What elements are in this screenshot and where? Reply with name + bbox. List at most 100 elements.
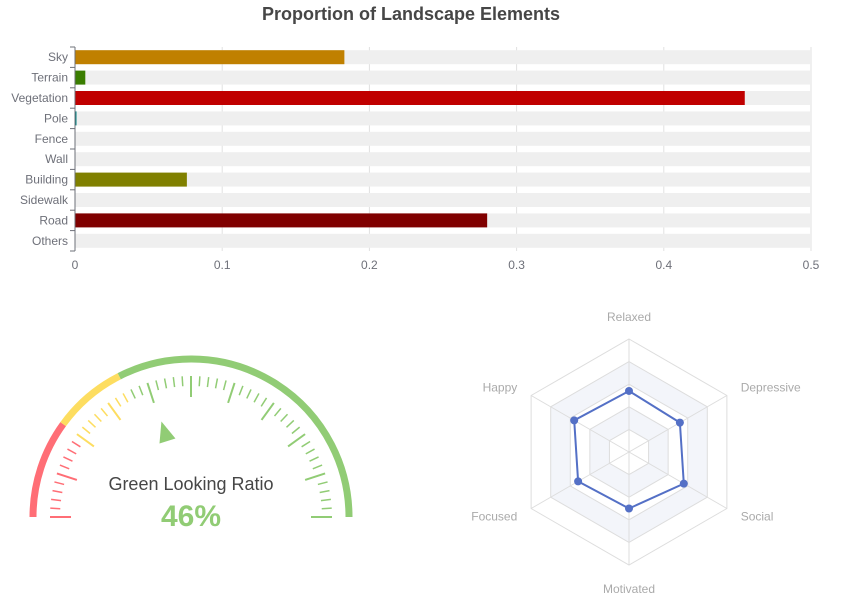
x-tick-label: 0.3	[508, 258, 525, 272]
gauge-tick	[260, 402, 275, 421]
gauge-tick	[317, 481, 328, 486]
radar-indicator-label: Motivated	[603, 582, 655, 596]
bar-background	[75, 111, 811, 126]
x-tick-label: 0.1	[214, 258, 231, 272]
gauge-pointer	[159, 421, 176, 444]
gauge-tick	[59, 464, 70, 470]
radar-point	[570, 416, 579, 425]
gauge-tick	[246, 389, 252, 399]
radar-axis	[628, 451, 728, 509]
x-tick-label: 0	[72, 258, 79, 272]
gauge-tick	[214, 378, 219, 389]
bar-sky	[75, 50, 345, 65]
bar-pole	[75, 111, 77, 126]
gauge-tick	[304, 472, 326, 481]
gauge-tick	[52, 489, 63, 494]
gauge-tick	[163, 378, 168, 389]
gauge-tick	[222, 380, 227, 391]
y-tick-label: Others	[32, 234, 68, 248]
gauge-tick	[319, 489, 330, 494]
gauge-arc-segment	[117, 355, 353, 518]
page-title: Proportion of Landscape Elements	[261, 4, 561, 24]
gauge-tick	[67, 448, 77, 455]
radar-point	[625, 386, 633, 395]
radar-point	[625, 504, 633, 513]
radar-ring	[589, 406, 669, 498]
y-tick-label: Sky	[48, 50, 68, 64]
gauge-tick	[122, 393, 129, 403]
gauge-tick	[305, 448, 315, 455]
gauge-tick	[107, 402, 122, 421]
gauge-tick	[321, 507, 332, 510]
gauge-tick	[87, 419, 97, 428]
gauge-value: 46%	[161, 500, 221, 533]
radar-ring	[608, 428, 650, 476]
gauge-tick	[238, 385, 244, 396]
gauge-tick	[260, 397, 268, 407]
gauge-tick	[273, 407, 282, 417]
gauge-tick	[130, 389, 136, 399]
gauge-tick	[227, 382, 236, 404]
bar-building	[75, 172, 187, 187]
gauge-tick	[172, 377, 176, 388]
bar-background	[75, 131, 811, 146]
y-tick-label: Vegetation	[11, 91, 68, 105]
landscape-bar-chart: 0 0.1 0.2 0.3 0.4 0.5 Sky Terrain Vegetation Pole…	[11, 46, 820, 272]
radar-point	[675, 418, 684, 427]
gauge-tick	[54, 481, 65, 486]
radar-indicator-label: Happy	[483, 381, 518, 395]
bar-background	[75, 172, 811, 187]
gauge-tick	[100, 407, 109, 417]
gauge-arc-segment	[60, 373, 121, 427]
gauge-label: Green Looking Ratio	[108, 474, 273, 494]
radar-indicator-label: Focused	[471, 510, 517, 524]
bar-terrain	[75, 70, 86, 85]
bar-background	[75, 233, 811, 248]
radar-axis	[530, 395, 630, 453]
x-tick-label: 0.4	[655, 258, 672, 272]
gauge-tick	[206, 377, 210, 388]
y-tick-label: Terrain	[31, 71, 68, 85]
gauge-tick	[285, 419, 295, 428]
radar-indicator-label: Depressive	[741, 381, 801, 395]
gauge-tick	[50, 507, 61, 510]
gauge-tick	[138, 385, 144, 396]
y-tick-label: Sidewalk	[20, 193, 69, 207]
radar-indicator-label: Social	[741, 510, 774, 524]
gauge-tick	[312, 464, 323, 470]
bar-background	[75, 70, 811, 85]
gauge-tick	[56, 472, 78, 481]
gauge-tick	[93, 413, 102, 423]
radar-ring	[550, 361, 708, 543]
gauge-tick	[81, 426, 91, 435]
gauge-tick	[198, 376, 201, 387]
gauge-tick	[146, 382, 155, 404]
y-tick-label: Road	[39, 213, 68, 227]
bar-vegetation	[75, 91, 745, 105]
radar-indicator-label: Relaxed	[607, 310, 651, 324]
gauge-tick	[320, 498, 331, 502]
y-tick-label: Pole	[44, 111, 68, 125]
gauge-tick	[287, 433, 306, 448]
gauge-tick	[181, 376, 184, 387]
radar-point	[574, 477, 583, 486]
radar-ring	[530, 338, 728, 566]
gauge-tick	[280, 413, 289, 423]
gauge-tick	[71, 440, 81, 448]
gauge-tick	[51, 498, 62, 502]
y-tick-label: Fence	[35, 132, 69, 146]
gauge-tick	[76, 433, 95, 448]
radar-axis	[530, 451, 630, 509]
bar-road	[75, 213, 488, 228]
bar-background	[75, 152, 811, 167]
gauge-tick	[155, 380, 160, 391]
gauge-tick	[63, 456, 73, 462]
gauge-tick	[253, 393, 260, 403]
bar-background	[75, 193, 811, 207]
gauge-tick	[309, 456, 319, 462]
radar-series-line	[573, 389, 685, 510]
x-tick-label: 0.5	[803, 258, 820, 272]
radar-point	[679, 479, 688, 488]
y-tick-label: Building	[25, 173, 68, 187]
gauge-tick	[301, 440, 311, 448]
